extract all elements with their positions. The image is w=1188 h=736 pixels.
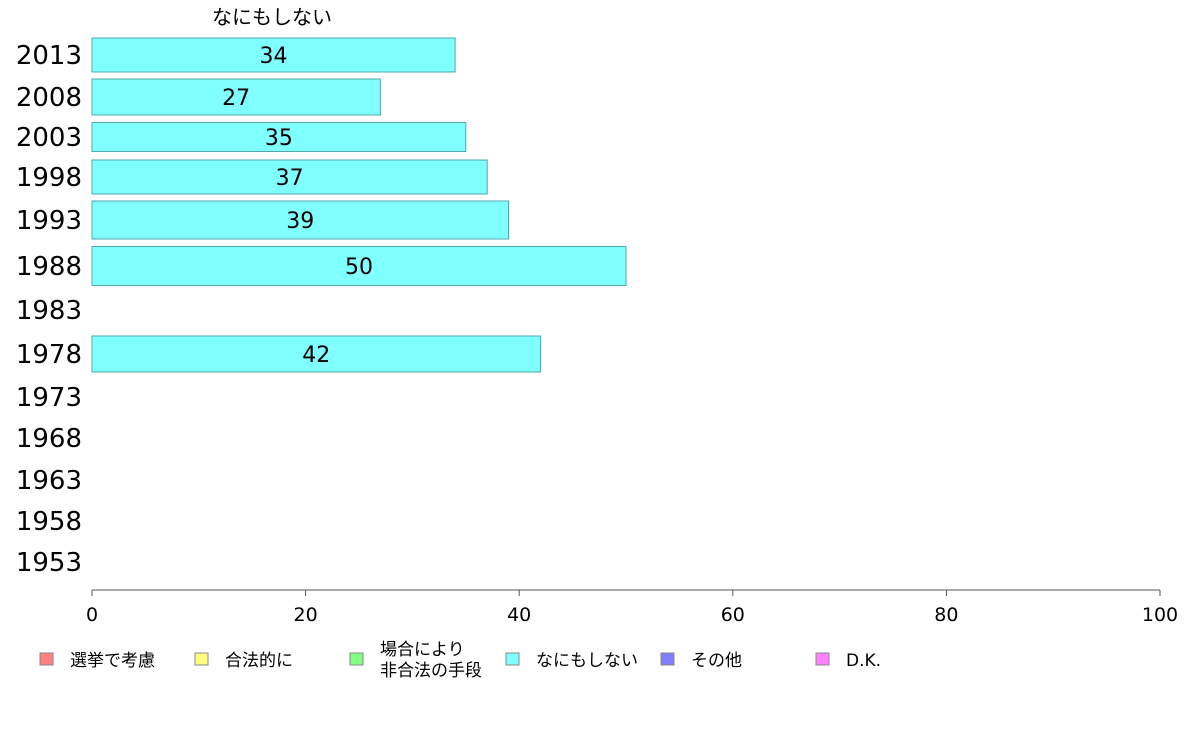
legend-label-2: 場合により — [380, 640, 465, 660]
category-label-2003: 2003 — [16, 123, 82, 153]
bar-value-label-1988: 50 — [345, 255, 373, 280]
category-label-1993: 1993 — [16, 206, 82, 236]
category-labels: 2013 2008 2003 1998 1993 1988 1983 1978 1973 1968… — [16, 41, 82, 578]
x-tick-label-20: 20 — [294, 604, 318, 626]
category-label-1963: 1963 — [16, 466, 82, 496]
bar-1988-series-3 — [91, 246, 627, 286]
bar-value-label-2013: 34 — [260, 44, 288, 69]
category-label-1953: 1953 — [16, 548, 82, 578]
category-label-1978: 1978 — [16, 340, 82, 370]
bar-2013-series-3 — [91, 37, 456, 73]
bar-value-label-1998: 37 — [276, 166, 304, 191]
category-label-1983: 1983 — [16, 296, 82, 326]
legend-label-5: D.K. — [846, 651, 881, 671]
category-label-1988: 1988 — [16, 252, 82, 282]
category-label-1973: 1973 — [16, 383, 82, 413]
legend-label-2: 非合法の手段 — [380, 661, 482, 681]
bar-2003-series-3 — [91, 122, 467, 152]
chart-title: なにもしない — [212, 5, 332, 29]
category-label-1968: 1968 — [16, 424, 82, 454]
bar-value-label-1978: 42 — [302, 343, 330, 368]
x-axis: 0 20 40 60 80 100 — [86, 589, 1178, 626]
legend-label-3: なにもしない — [536, 651, 638, 671]
category-label-1998: 1998 — [16, 163, 82, 193]
x-tick-label-60: 60 — [721, 604, 745, 626]
legend-label-1: 合法的に — [225, 651, 293, 671]
x-tick-label-0: 0 — [86, 604, 98, 626]
legend-swatch-0 — [39, 652, 54, 666]
bar-value-label-2008: 27 — [222, 86, 250, 111]
legend-swatch-4 — [660, 652, 675, 666]
bar-1978-series-3 — [91, 335, 542, 373]
bar-value-label-2003: 35 — [265, 126, 293, 151]
bar-1998-series-3 — [91, 159, 488, 195]
bar-value-label-1993: 39 — [286, 209, 314, 234]
legend-swatch-3 — [505, 652, 520, 666]
legend-label-0: 選挙で考慮 — [70, 651, 155, 671]
x-tick-label-80: 80 — [934, 604, 958, 626]
legend-label-4: その他 — [691, 651, 742, 671]
legend-swatch-5 — [815, 652, 830, 666]
category-label-2013: 2013 — [16, 41, 82, 71]
category-label-1958: 1958 — [16, 507, 82, 537]
x-tick-label-100: 100 — [1142, 604, 1178, 626]
legend-swatch-2 — [349, 652, 364, 666]
legend-swatch-1 — [194, 652, 209, 666]
bar-1993-series-3 — [91, 200, 510, 240]
bars-layer: 34 27 35 37 39 50 42 — [91, 37, 627, 373]
x-tick-label-40: 40 — [507, 604, 531, 626]
bar-2008-series-3 — [91, 78, 381, 116]
category-label-2008: 2008 — [16, 83, 82, 113]
